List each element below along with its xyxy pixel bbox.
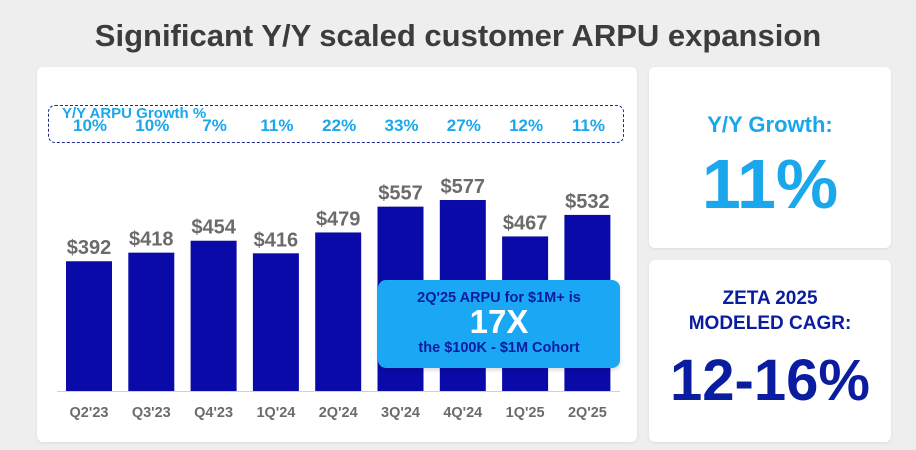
cagr-card: ZETA 2025 MODELED CAGR: 12-16% xyxy=(649,260,891,442)
callout-line-1: 2Q'25 ARPU for $1M+ is xyxy=(417,290,581,306)
bar-value-label: $392 xyxy=(67,237,112,259)
bar-value-label: $454 xyxy=(191,217,236,239)
growth-percent: 12% xyxy=(509,116,544,135)
growth-percent: 11% xyxy=(571,116,605,135)
yy-growth-label: Y/Y Growth: xyxy=(707,112,833,137)
bar-value-label: $557 xyxy=(378,183,423,205)
bar xyxy=(190,240,237,391)
cagr-label: ZETA 2025 MODELED CAGR: xyxy=(649,286,891,336)
bar-value-label: $532 xyxy=(565,191,610,213)
cagr-label-line-2: MODELED CAGR: xyxy=(688,313,852,334)
growth-percent: 27% xyxy=(446,116,481,135)
x-tick-label: Q4'23 xyxy=(194,405,233,421)
arpu-chart-card: Y/Y ARPU Growth % 10% 10% 7% 11% 22% 33% 27% 12… xyxy=(37,67,637,442)
bar-value-label: $418 xyxy=(129,229,174,251)
yy-growth-card: Y/Y Growth: 11% xyxy=(649,67,891,248)
x-tick-label: Q3'23 xyxy=(132,405,171,421)
bar xyxy=(315,232,362,391)
page-title: Significant Y/Y scaled customer ARPU exp… xyxy=(94,18,822,53)
yy-growth-value: 11% xyxy=(701,145,839,223)
bar-value-label: $416 xyxy=(254,229,299,251)
growth-percent: 22% xyxy=(322,116,357,135)
x-tick-label: 4Q'24 xyxy=(443,405,482,421)
bar xyxy=(66,261,112,391)
bar-value-label: $467 xyxy=(503,212,548,234)
growth-percent: 10% xyxy=(135,116,170,135)
growth-percent-row: 10% 10% 7% 11% 22% 33% 27% 12% 11% xyxy=(48,105,624,143)
growth-row-label: Y/Y ARPU Growth % xyxy=(62,105,207,122)
arpu-bar-chart: $392 Q2'23 $418 Q3'23 $454 Q4'23 $416 1Q'24 $479… xyxy=(57,176,620,421)
x-tick-label: Q2'23 xyxy=(70,405,109,421)
callout-multiple: 17X xyxy=(469,303,529,340)
x-tick-label: 1Q'25 xyxy=(506,405,545,421)
growth-percent: 11% xyxy=(260,116,294,135)
cagr-label-line-1: ZETA 2025 xyxy=(722,288,818,309)
growth-percent: 7% xyxy=(202,116,227,135)
growth-percent: 10% xyxy=(72,116,108,135)
arpu-callout: 2Q'25 ARPU for $1M+ is 17X the $100K - $… xyxy=(378,280,620,368)
x-tick-label: 1Q'24 xyxy=(256,405,295,421)
bar xyxy=(128,252,175,391)
bar-value-label: $577 xyxy=(441,176,486,198)
callout-line-3: the $100K - $1M Cohort xyxy=(418,340,580,356)
x-tick-label: 2Q'25 xyxy=(568,405,607,421)
x-tick-label: 2Q'24 xyxy=(319,405,358,421)
bar-value-label: $479 xyxy=(316,208,361,230)
bar xyxy=(252,253,299,391)
cagr-value: 12-16% xyxy=(670,348,870,413)
x-tick-label: 3Q'24 xyxy=(381,405,420,421)
growth-percent: 33% xyxy=(384,116,419,135)
